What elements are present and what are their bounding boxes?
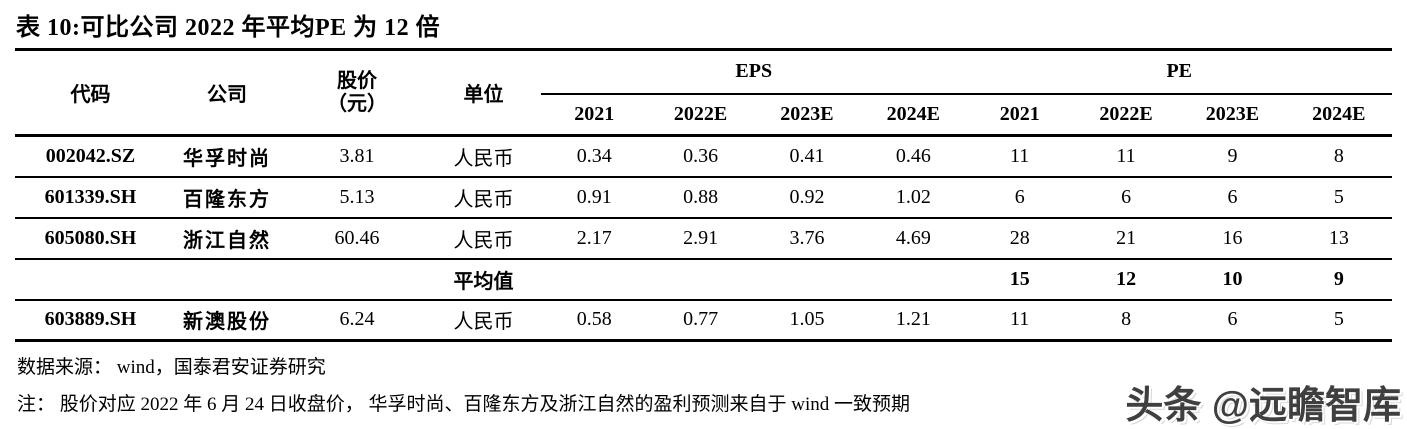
data-source-line: 数据来源： wind，国泰君安证券研究 [17, 357, 326, 378]
col-header-company: 公司 [166, 49, 288, 137]
col-header-pe-2021: 2021 [966, 93, 1073, 137]
cell-pe-2023e: 9 [1179, 135, 1286, 178]
average-label: 平均值 [426, 258, 541, 301]
cell-pe-2024e: 5 [1285, 299, 1392, 342]
cell-eps-2023e: 3.76 [753, 217, 861, 260]
col-group-pe: PE [966, 49, 1392, 95]
table-row: 605080.SH 浙江自然 60.46 人民币 2.17 2.91 3.76 … [15, 217, 1392, 260]
cell-pe-2023e: 16 [1179, 217, 1286, 260]
cell-pe-2024e: 5 [1285, 176, 1392, 219]
header-group-row: 代码 公司 股价 （元） 单位 EPS PE [15, 49, 1392, 137]
cell-eps-2023e: 0.41 [753, 135, 861, 178]
col-header-code: 代码 [15, 49, 166, 137]
cell-price: 60.46 [288, 217, 426, 260]
cell-code: 603889.SH [15, 299, 166, 342]
empty-cell [288, 258, 426, 301]
table-row: 601339.SH 百隆东方 5.13 人民币 0.91 0.88 0.92 1… [15, 176, 1392, 219]
cell-pe-2023e: 6 [1179, 176, 1286, 219]
cell-eps-2022e: 0.36 [647, 135, 754, 178]
cell-unit: 人民币 [426, 299, 541, 342]
avg-pe-2023e: 10 [1179, 258, 1286, 301]
cell-unit: 人民币 [426, 176, 541, 219]
col-header-price: 股价 （元） [288, 49, 426, 137]
cell-eps-2023e: 0.92 [753, 176, 861, 219]
cell-pe-2022e: 6 [1072, 176, 1180, 219]
col-header-eps-2024e: 2024E [860, 93, 967, 137]
cell-company: 华孚时尚 [166, 135, 288, 178]
col-header-unit: 单位 [426, 49, 541, 137]
table-footer: 数据来源： wind，国泰君安证券研究 注： 股价对应 2022 年 6 月 2… [15, 342, 1392, 416]
col-header-price-line1: 股价 [337, 69, 377, 92]
empty-cell [541, 258, 648, 301]
avg-pe-2024e: 9 [1285, 258, 1392, 301]
empty-cell [753, 258, 861, 301]
table-row: 603889.SH 新澳股份 6.24 人民币 0.58 0.77 1.05 1… [15, 299, 1392, 342]
cell-pe-2021: 28 [966, 217, 1073, 260]
avg-pe-2021: 15 [966, 258, 1073, 301]
cell-pe-2022e: 8 [1072, 299, 1180, 342]
cell-eps-2024e: 0.46 [860, 135, 967, 178]
cell-pe-2023e: 6 [1179, 299, 1286, 342]
cell-company: 浙江自然 [166, 217, 288, 260]
cell-eps-2021: 0.91 [541, 176, 648, 219]
cell-code: 601339.SH [15, 176, 166, 219]
table-row: 002042.SZ 华孚时尚 3.81 人民币 0.34 0.36 0.41 0… [15, 135, 1392, 178]
cell-eps-2021: 0.58 [541, 299, 648, 342]
col-header-eps-2023e: 2023E [753, 93, 861, 137]
cell-eps-2021: 2.17 [541, 217, 648, 260]
col-header-eps-2021: 2021 [541, 93, 648, 137]
cell-company: 新澳股份 [166, 299, 288, 342]
cell-eps-2022e: 0.88 [647, 176, 754, 219]
cell-eps-2022e: 2.91 [647, 217, 754, 260]
empty-cell [647, 258, 754, 301]
footnote-line: 注： 股价对应 2022 年 6 月 24 日收盘价， 华孚时尚、百隆东方及浙江… [17, 394, 911, 415]
cell-pe-2024e: 8 [1285, 135, 1392, 178]
col-header-pe-2024e: 2024E [1285, 93, 1392, 137]
cell-eps-2024e: 4.69 [860, 217, 967, 260]
cell-pe-2022e: 11 [1072, 135, 1180, 178]
report-page: 表 10:可比公司 2022 年平均PE 为 12 倍 代码 公司 股价 （元）… [15, 15, 1392, 416]
empty-cell [15, 258, 166, 301]
cell-eps-2024e: 1.21 [860, 299, 967, 342]
cell-eps-2024e: 1.02 [860, 176, 967, 219]
col-header-price-line2: （元） [327, 92, 387, 115]
col-header-pe-2023e: 2023E [1179, 93, 1286, 137]
col-header-eps-2022e: 2022E [647, 93, 754, 137]
table-title: 表 10:可比公司 2022 年平均PE 为 12 倍 [16, 15, 441, 41]
cell-pe-2021: 11 [966, 135, 1073, 178]
watermark: 头条 @远瞻智库 [1125, 385, 1401, 427]
cell-price: 5.13 [288, 176, 426, 219]
avg-pe-2022e: 12 [1072, 258, 1180, 301]
cell-pe-2024e: 13 [1285, 217, 1392, 260]
empty-cell [166, 258, 288, 301]
cell-company: 百隆东方 [166, 176, 288, 219]
cell-eps-2022e: 0.77 [647, 299, 754, 342]
cell-unit: 人民币 [426, 135, 541, 178]
cell-price: 3.81 [288, 135, 426, 178]
empty-cell [860, 258, 967, 301]
cell-eps-2021: 0.34 [541, 135, 648, 178]
header-years-row: 2021 2022E 2023E 2024E 2021 2022E 2023E … [15, 93, 1392, 137]
cell-pe-2022e: 21 [1072, 217, 1180, 260]
col-group-eps: EPS [541, 49, 967, 95]
cell-code: 605080.SH [15, 217, 166, 260]
cell-code: 002042.SZ [15, 135, 166, 178]
cell-unit: 人民币 [426, 217, 541, 260]
cell-pe-2021: 11 [966, 299, 1073, 342]
average-row: 平均值 15 12 10 9 [15, 258, 1392, 301]
col-header-pe-2022e: 2022E [1072, 93, 1180, 137]
cell-price: 6.24 [288, 299, 426, 342]
cell-eps-2023e: 1.05 [753, 299, 861, 342]
cell-pe-2021: 6 [966, 176, 1073, 219]
comparable-companies-table: 代码 公司 股价 （元） 单位 EPS PE 2021 2022E 2023E … [15, 48, 1392, 342]
